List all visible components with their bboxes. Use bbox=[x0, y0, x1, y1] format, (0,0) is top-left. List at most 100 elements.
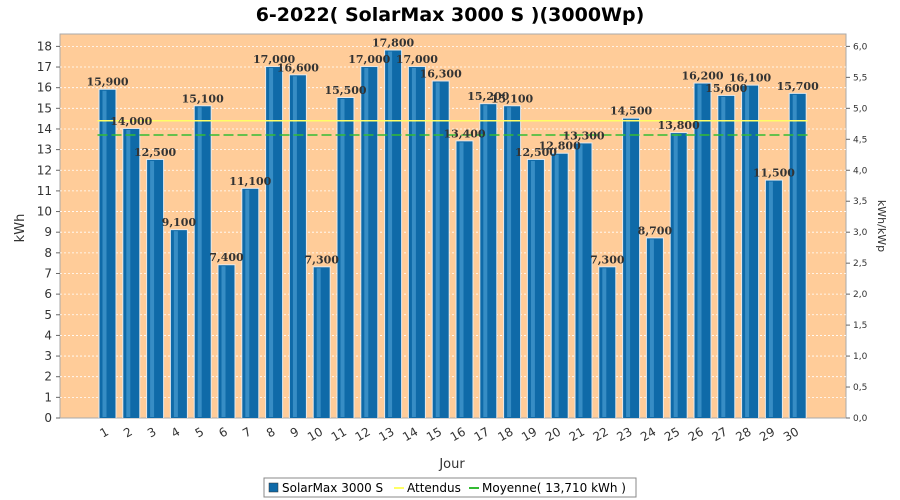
y2-tick-label: 0,5 bbox=[853, 383, 867, 393]
x-tick-label: 5 bbox=[193, 424, 207, 440]
x-tick-label: 19 bbox=[519, 424, 539, 444]
bar-highlight bbox=[554, 154, 559, 417]
x-tick-label: 13 bbox=[376, 424, 396, 444]
x-tick-label: 7 bbox=[240, 424, 254, 440]
y-tick-label: 2 bbox=[44, 370, 52, 384]
y-tick-label: 11 bbox=[37, 184, 52, 198]
legend-label-average: Moyenne( 13,710 kWh ) bbox=[482, 481, 626, 495]
y-tick-label: 6 bbox=[44, 287, 52, 301]
data-label: 17,800 bbox=[372, 37, 414, 50]
plot-area bbox=[59, 33, 847, 419]
legend-label-expected: Attendus bbox=[407, 481, 461, 495]
bar-highlight bbox=[649, 239, 654, 417]
bar-highlight bbox=[292, 76, 297, 418]
bar bbox=[599, 267, 616, 418]
data-label: 15,600 bbox=[705, 82, 747, 95]
x-axis-label: Jour bbox=[438, 457, 465, 472]
data-label: 15,500 bbox=[324, 84, 366, 97]
x-tick-label: 8 bbox=[264, 424, 278, 440]
data-label: 16,200 bbox=[681, 70, 723, 83]
data-label: 12,800 bbox=[539, 140, 581, 153]
x-tick-label: 12 bbox=[353, 424, 373, 444]
y-tick-label: 10 bbox=[37, 205, 52, 219]
data-label: 13,400 bbox=[443, 127, 485, 140]
bar-highlight bbox=[173, 231, 178, 417]
bar-highlight bbox=[721, 96, 726, 417]
x-tick-label: 23 bbox=[614, 424, 634, 444]
y-tick-label: 13 bbox=[37, 143, 52, 157]
bar bbox=[480, 104, 497, 419]
bar-highlight bbox=[150, 160, 155, 417]
grid-lines bbox=[60, 45, 846, 398]
bar bbox=[123, 128, 140, 418]
x-tick-label: 10 bbox=[305, 424, 325, 444]
x-tick-label: 22 bbox=[591, 424, 611, 444]
bar-highlight bbox=[411, 68, 416, 417]
bar-highlight bbox=[221, 266, 226, 417]
bar-highlight bbox=[483, 105, 488, 418]
data-label: 13,300 bbox=[562, 129, 604, 142]
bar bbox=[99, 89, 116, 418]
bar-highlight bbox=[507, 107, 512, 418]
legend-label-series: SolarMax 3000 S bbox=[282, 481, 383, 495]
bar bbox=[266, 67, 283, 418]
x-tick-label: 29 bbox=[757, 424, 777, 444]
x-tick-label: 20 bbox=[543, 424, 563, 444]
data-label: 11,500 bbox=[753, 167, 795, 180]
bar bbox=[765, 180, 782, 418]
x-tick-label: 16 bbox=[448, 424, 468, 444]
data-label: 7,300 bbox=[304, 253, 339, 266]
y-axis-label: kWh bbox=[13, 214, 28, 243]
y2-tick-label: 3,5 bbox=[853, 197, 867, 207]
bar-highlight bbox=[340, 99, 345, 417]
data-label: 15,100 bbox=[491, 92, 533, 105]
y-tick-label: 7 bbox=[44, 266, 52, 280]
y2-axis-ticks: 0,0 0,5 1,0 1,5 2,0 2,5 3,0 3,5 4,0 4,5 5,0 5,5 6,0 bbox=[846, 42, 868, 424]
data-label: 16,600 bbox=[277, 61, 319, 74]
x-tick-label: 1 bbox=[97, 424, 111, 440]
legend-box bbox=[263, 477, 637, 498]
bar bbox=[670, 133, 687, 418]
bar bbox=[337, 98, 354, 418]
bar-highlight bbox=[745, 86, 750, 417]
legend: SolarMax 3000 S Attendus Moyenne( 13,710… bbox=[263, 477, 637, 498]
x-tick-label: 27 bbox=[710, 424, 730, 444]
x-tick-label: 14 bbox=[400, 424, 420, 444]
bar-highlight bbox=[530, 160, 535, 417]
x-tick-label: 4 bbox=[169, 424, 183, 440]
y2-tick-label: 4,0 bbox=[853, 166, 868, 176]
y-tick-label: 1 bbox=[44, 390, 52, 404]
data-label: 7,400 bbox=[209, 251, 244, 264]
x-tick-label: 30 bbox=[781, 424, 801, 444]
bar-highlight bbox=[792, 94, 797, 417]
x-tick-label: 26 bbox=[686, 424, 706, 444]
bar bbox=[313, 267, 330, 418]
x-tick-label: 9 bbox=[288, 424, 302, 440]
y-tick-label: 14 bbox=[37, 122, 52, 136]
data-label: 15,100 bbox=[182, 92, 224, 105]
y-tick-label: 16 bbox=[37, 81, 52, 95]
y2-tick-label: 4,5 bbox=[853, 135, 867, 145]
legend-swatch-series bbox=[268, 482, 279, 493]
bar bbox=[575, 143, 592, 418]
data-label: 9,100 bbox=[162, 216, 197, 229]
data-label: 7,300 bbox=[590, 253, 625, 266]
bar bbox=[527, 159, 544, 418]
bar bbox=[718, 95, 735, 418]
bar bbox=[789, 93, 806, 418]
bar bbox=[218, 265, 235, 418]
bar bbox=[456, 141, 473, 418]
data-label: 14,000 bbox=[110, 115, 152, 128]
bar-highlight bbox=[102, 90, 107, 417]
bar-highlight bbox=[126, 129, 131, 417]
reference-lines bbox=[97, 119, 808, 136]
data-label: 14,500 bbox=[610, 105, 652, 118]
data-label: 12,500 bbox=[134, 146, 176, 159]
bar bbox=[646, 238, 663, 418]
data-label: 15,700 bbox=[777, 80, 819, 93]
bar-highlight bbox=[578, 144, 583, 417]
data-label: 17,000 bbox=[396, 53, 438, 66]
y-tick-label: 0 bbox=[44, 411, 52, 425]
